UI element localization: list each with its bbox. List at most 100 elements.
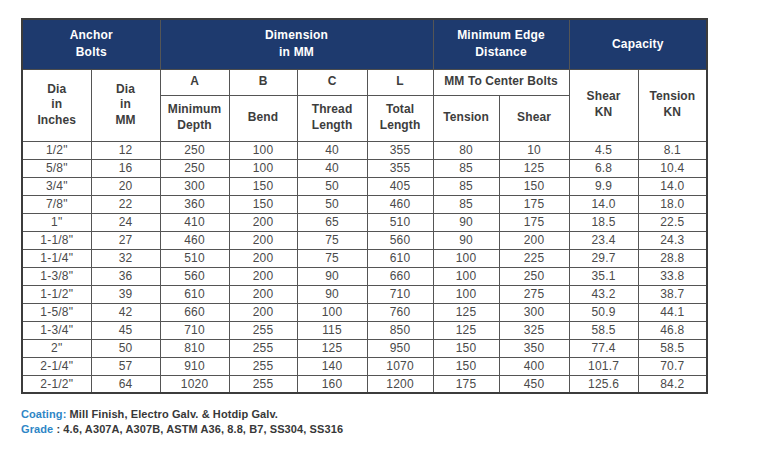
grade-note: Grade : 4.6, A307A, A307B, ASTM A36, 8.8…	[21, 422, 343, 437]
table-cell: 24	[91, 213, 160, 231]
table-cell: 400	[499, 357, 569, 375]
table-cell: 90	[297, 285, 367, 303]
table-cell: 6.8	[569, 159, 638, 177]
table-cell: 29.7	[569, 249, 638, 267]
table-cell: 255	[229, 375, 297, 393]
table-cell: 910	[160, 357, 229, 375]
table-cell: 125	[433, 303, 499, 321]
table-cell: 9.9	[569, 177, 638, 195]
table-row: 1"24410200655109017518.522.5	[22, 213, 707, 231]
table-cell: 355	[367, 141, 433, 159]
table-cell: 58.5	[569, 321, 638, 339]
table-cell: 200	[229, 267, 297, 285]
table-cell: 10.4	[638, 159, 707, 177]
table-cell: 1070	[367, 357, 433, 375]
table-cell: 200	[229, 303, 297, 321]
table-cell: 160	[297, 375, 367, 393]
table-cell: 50.9	[569, 303, 638, 321]
table-cell: 100	[229, 141, 297, 159]
table-cell: 36	[91, 267, 160, 285]
table-cell: 22.5	[638, 213, 707, 231]
grade-value: : 4.6, A307A, A307B, ASTM A36, 8.8, B7, …	[53, 423, 343, 435]
table-cell: 90	[297, 267, 367, 285]
table-cell: 38.7	[638, 285, 707, 303]
table-row: 1-1/4"325102007561010022529.728.8	[22, 249, 707, 267]
table-cell: 3/4"	[22, 177, 91, 195]
table-cell: 125	[499, 159, 569, 177]
table-cell: 810	[160, 339, 229, 357]
table-row: 7/8"22360150504608517514.018.0	[22, 195, 707, 213]
table-row: 1-1/8"27460200755609020023.424.3	[22, 231, 707, 249]
table-cell: 125	[433, 321, 499, 339]
table-cell: 45	[91, 321, 160, 339]
table-cell: 12	[91, 141, 160, 159]
table-cell: 39	[91, 285, 160, 303]
table-cell: 1020	[160, 375, 229, 393]
table-row: 1-3/4"4571025511585012532558.546.8	[22, 321, 707, 339]
table-cell: 42	[91, 303, 160, 321]
col-header-a: A	[160, 69, 229, 95]
table-cell: 660	[160, 303, 229, 321]
table-cell: 175	[499, 213, 569, 231]
table-cell: 33.8	[638, 267, 707, 285]
table-row: 2-1/4"579102551401070150400101.770.7	[22, 357, 707, 375]
table-cell: 80	[433, 141, 499, 159]
table-cell: 75	[297, 231, 367, 249]
col-header-b: B	[229, 69, 297, 95]
table-cell: 200	[499, 231, 569, 249]
table-cell: 1-3/8"	[22, 267, 91, 285]
table-cell: 35.1	[569, 267, 638, 285]
table-row: 1/2"122501004035580104.58.1	[22, 141, 707, 159]
table-cell: 950	[367, 339, 433, 357]
table-cell: 84.2	[638, 375, 707, 393]
table-cell: 46.8	[638, 321, 707, 339]
table-cell: 405	[367, 177, 433, 195]
table-cell: 560	[367, 231, 433, 249]
col-header-edge-shear: Shear	[499, 95, 569, 141]
table-cell: 610	[160, 285, 229, 303]
table-row: 2"5081025512595015035077.458.5	[22, 339, 707, 357]
table-cell: 1/2"	[22, 141, 91, 159]
table-cell: 125.6	[569, 375, 638, 393]
table-cell: 28.8	[638, 249, 707, 267]
table-cell: 2"	[22, 339, 91, 357]
table-cell: 510	[367, 213, 433, 231]
table-cell: 85	[433, 177, 499, 195]
table-cell: 100	[433, 267, 499, 285]
table-cell: 27	[91, 231, 160, 249]
table-cell: 2-1/2"	[22, 375, 91, 393]
table-row: 1-1/2"396102009071010027543.238.7	[22, 285, 707, 303]
table-cell: 200	[229, 231, 297, 249]
table-cell: 325	[499, 321, 569, 339]
table-cell: 760	[367, 303, 433, 321]
table-cell: 150	[229, 195, 297, 213]
table-cell: 24.3	[638, 231, 707, 249]
table-cell: 140	[297, 357, 367, 375]
col-header-bend: Bend	[229, 95, 297, 141]
table-cell: 58.5	[638, 339, 707, 357]
table-body: 1/2"122501004035580104.58.15/8"162501004…	[22, 141, 707, 393]
table-cell: 300	[160, 177, 229, 195]
col-header-edge-tension: Tension	[433, 95, 499, 141]
table-cell: 23.4	[569, 231, 638, 249]
table-cell: 300	[499, 303, 569, 321]
table-cell: 350	[499, 339, 569, 357]
col-header-dia-inches: Dia in Inches	[22, 69, 91, 141]
table-cell: 510	[160, 249, 229, 267]
table-cell: 1-5/8"	[22, 303, 91, 321]
table-cell: 65	[297, 213, 367, 231]
table-row: 2-1/2"6410202551601200175450125.684.2	[22, 375, 707, 393]
table-cell: 8.1	[638, 141, 707, 159]
table-cell: 150	[499, 177, 569, 195]
table-cell: 22	[91, 195, 160, 213]
col-header-mm-to-center-bolts: MM To Center Bolts	[433, 69, 569, 95]
anchor-bolt-spec-table: Anchor Bolts Dimension in MM Minimum Edg…	[21, 18, 708, 394]
table-cell: 660	[367, 267, 433, 285]
table-cell: 5/8"	[22, 159, 91, 177]
table-cell: 250	[160, 141, 229, 159]
col-header-c: C	[297, 69, 367, 95]
table-cell: 18.0	[638, 195, 707, 213]
table-cell: 1-1/2"	[22, 285, 91, 303]
table-header: Anchor Bolts Dimension in MM Minimum Edg…	[22, 19, 707, 141]
table-cell: 77.4	[569, 339, 638, 357]
